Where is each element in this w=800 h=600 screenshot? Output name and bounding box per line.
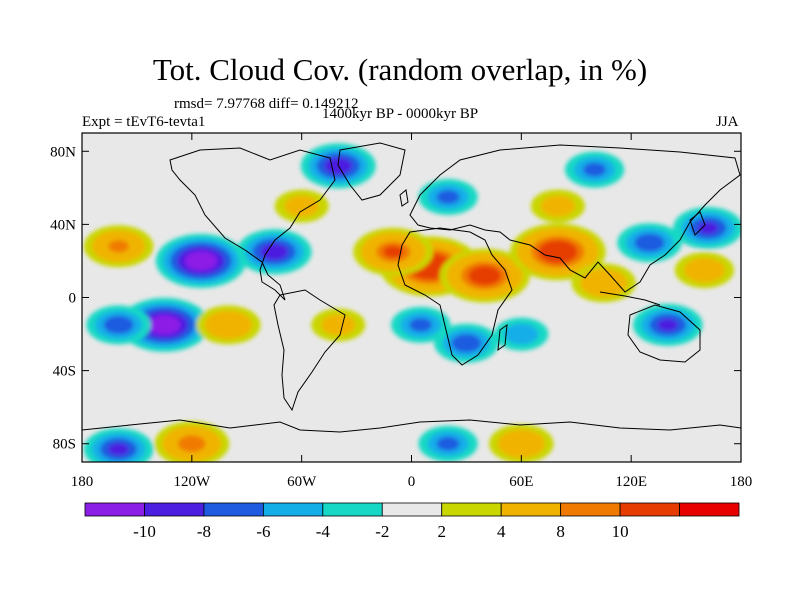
longitude-axis: 180 120W 60W 0 60E 120E 180 [71,133,753,490]
anomaly-blob-25 [497,429,545,459]
colorbar-label: -10 [133,522,156,541]
colorbar-label: -6 [256,522,270,541]
anomaly-blob-10 [580,268,628,298]
lon-tick-label: 0 [408,474,416,490]
anomaly-blob-2 [538,240,578,264]
coast-africa [397,227,513,366]
colorbar-swatch [144,502,205,517]
coast-north-america [169,147,336,301]
lon-tick-label: 180 [730,474,753,490]
coast-japan [689,211,706,236]
anomaly-blob-8 [108,240,129,253]
coastlines [82,142,741,433]
coast-eurasia [409,144,741,293]
anomaly-blob-21 [583,162,606,177]
anomaly-blob-23 [540,195,576,217]
anomaly-blob-22 [284,195,319,217]
anomaly-blob-26 [108,443,129,456]
anomaly-blob-27 [436,436,460,451]
anomaly-blob-6 [148,315,181,335]
anomaly-blob-11 [683,257,725,283]
statistics-label: rmsd= 7.97768 diff= 0.149212 [174,96,359,112]
coast-antarctica [82,419,741,433]
colorbar-swatch [381,502,443,517]
lon-tick-label: 120E [615,474,647,490]
colorbar-swatch [262,502,324,517]
map-background [82,133,741,462]
latitude-axis: 80N 40N 0 40S 80S [50,144,741,453]
anomaly-blob-12 [657,318,678,332]
colorbar-swatch [322,502,383,517]
anomaly-blob-16 [409,318,433,332]
anomaly-blob-24 [178,435,206,453]
anomaly-blob-17 [504,323,539,345]
chart-title: Tot. Cloud Cov. (random overlap, in %) [152,52,648,87]
lon-tick-label: 60W [287,474,317,490]
coast-greenland [337,142,406,201]
colorbar-label: 8 [556,522,565,541]
colorbar-swatch [203,502,264,517]
experiment-label: Expt = tEvT6-tevta1 [82,114,206,130]
colorbar-swatch [84,502,145,517]
anomaly-blob-18 [321,314,356,336]
anomaly-blob-7 [103,315,134,334]
colorbar [84,502,740,517]
anomaly-blob-14 [697,221,719,235]
coast-madagascar [497,323,508,352]
lon-tick-label: 180 [71,474,94,490]
colorbar-labels: -10 -8 -6 -4 -2 2 4 8 10 [133,522,628,541]
lat-tick-label: 80S [53,437,76,453]
lon-tick-label: 60E [509,474,533,490]
anomaly-blob-4 [184,251,218,271]
colorbar-swatch [679,502,740,517]
colorbar-label: -8 [197,522,211,541]
colorbar-label: 10 [612,522,629,541]
lat-tick-label: 80N [50,144,76,160]
coast-indonesia [599,291,661,306]
colorbar-label: 2 [437,522,446,541]
period-label: 1400kyr BP - 0000kyr BP [322,106,479,122]
colorbar-label: -4 [316,522,331,541]
anomaly-blob-5 [260,243,289,261]
anomaly-blob-15 [451,334,482,353]
anomaly-blob-9 [204,310,252,340]
colorbar-swatch [619,502,680,517]
coast-south-america [273,289,346,412]
lat-tick-label: 0 [69,291,77,307]
season-label: JJA [716,114,739,130]
colorbar-swatch [500,502,562,517]
anomaly-blob-19 [436,190,460,204]
anomaly-blob-3 [383,245,404,258]
anomaly-blob-13 [634,233,665,252]
colorbar-label: -2 [375,522,389,541]
colorbar-swatch [560,502,621,517]
anomaly-blob-1 [468,265,502,286]
lat-tick-label: 40N [50,217,76,233]
lon-tick-label: 120W [173,474,211,490]
coast-uk [399,189,409,207]
colorbar-swatch [441,502,502,517]
lat-tick-label: 40S [53,364,76,380]
colorbar-label: 4 [497,522,506,541]
coast-australia [627,304,701,363]
